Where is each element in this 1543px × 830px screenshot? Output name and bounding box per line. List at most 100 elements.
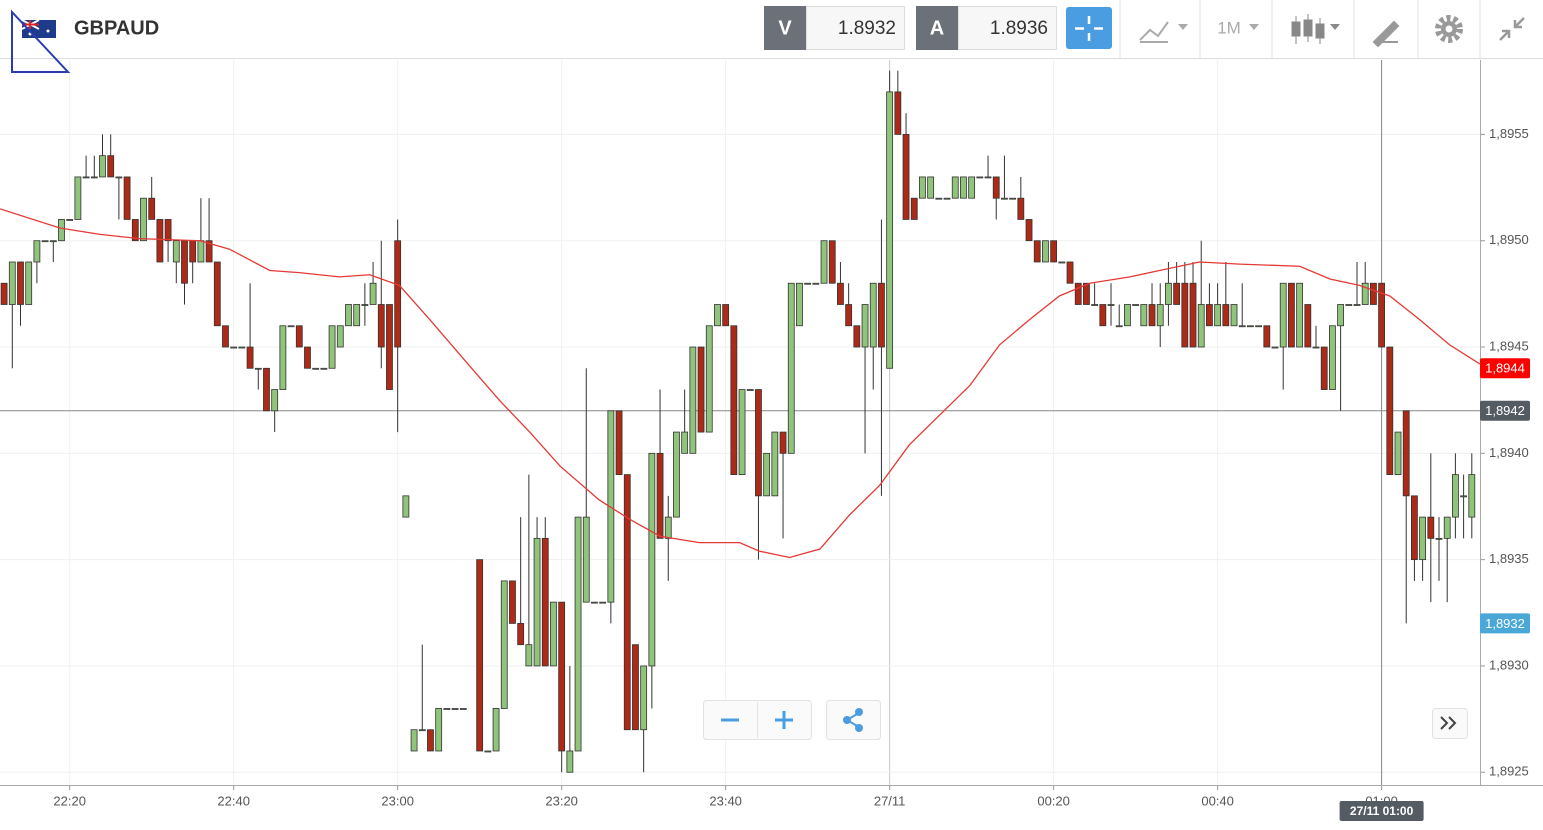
candle-body — [1386, 346, 1394, 475]
candle-body — [689, 346, 697, 454]
candle-body — [681, 431, 689, 454]
candle-body — [328, 325, 336, 369]
candle-body — [550, 601, 557, 667]
x-tick-label: 23:20 — [545, 793, 578, 808]
x-tick-label: 22:40 — [217, 793, 250, 808]
candle-body — [796, 282, 803, 327]
collapse-button[interactable] — [1499, 17, 1525, 41]
price-label-box — [1480, 613, 1530, 634]
y-tick-label: 1,8955 — [1489, 126, 1529, 141]
candle-body — [66, 219, 74, 221]
candle-body — [1099, 304, 1107, 327]
candle-body — [140, 197, 147, 242]
candle-body — [1361, 282, 1369, 305]
candle-body — [1460, 495, 1468, 498]
candle-body — [902, 134, 910, 220]
candle-body — [1271, 346, 1279, 349]
crosshair-icon — [1075, 16, 1103, 41]
candle-body — [1189, 282, 1197, 348]
candle-body — [1427, 516, 1435, 539]
candle-body — [1066, 261, 1074, 284]
bid-label: V — [778, 17, 792, 39]
candle-body — [295, 325, 303, 348]
settings-button[interactable] — [1435, 15, 1463, 43]
candle-body — [222, 325, 229, 348]
candle-body — [1074, 282, 1082, 305]
candle-body — [1140, 304, 1148, 327]
candle-body — [131, 219, 139, 242]
candle-body — [812, 282, 820, 285]
candle-body — [115, 176, 123, 179]
candle-body — [476, 559, 484, 752]
candle-body — [574, 516, 582, 752]
zoom-in[interactable] — [775, 711, 793, 729]
candle-body — [74, 176, 82, 220]
x-tick-label: 27/11 — [874, 793, 906, 808]
candle-body — [615, 410, 623, 475]
y-tick-label: 1,8950 — [1489, 232, 1529, 247]
crosshair-y-label: 1,8942 — [1485, 403, 1525, 418]
candle-body — [820, 240, 828, 284]
candle-body — [591, 601, 598, 604]
candle-body — [541, 537, 549, 667]
candle-body — [427, 729, 434, 752]
candle-body — [746, 389, 754, 391]
candle-body — [1370, 282, 1377, 305]
ask-box[interactable] — [958, 6, 1057, 50]
timeframe[interactable]: 1M — [1217, 18, 1241, 37]
crosshair-button[interactable] — [1066, 7, 1112, 49]
header: GBPAUD V 1.8932 A 1.8936 1M — [0, 0, 1543, 73]
candle-body — [1058, 261, 1066, 264]
candle-body — [894, 91, 902, 135]
candle-body — [738, 389, 746, 475]
candle-body — [1296, 282, 1304, 348]
candle-body — [123, 176, 131, 220]
candle-body — [41, 240, 49, 243]
x-tick-label: 00:20 — [1037, 793, 1070, 808]
candle-body — [1115, 325, 1123, 328]
candle-body — [910, 197, 918, 220]
candle-body — [828, 240, 836, 284]
candle-body — [402, 495, 410, 518]
candle-body — [25, 261, 33, 305]
bid-value: 1.8932 — [838, 18, 896, 39]
scroll-end-box[interactable] — [1432, 708, 1468, 739]
crosshair-x-label: 27/11 01:00 — [1350, 804, 1414, 818]
candle-body — [336, 325, 344, 348]
candle-body — [1247, 325, 1254, 328]
candle-body — [1312, 346, 1320, 349]
candle-type-button[interactable] — [1291, 14, 1340, 44]
candle-body — [320, 367, 328, 370]
candle-body — [377, 304, 385, 348]
candle-body — [632, 644, 639, 731]
chart-type-button[interactable] — [1139, 21, 1188, 43]
crosshair-x-label-box — [1339, 801, 1424, 821]
candle-body — [279, 325, 287, 390]
candle-body — [17, 261, 24, 305]
price-label: 1,8944 — [1485, 361, 1525, 376]
candle-body — [254, 367, 262, 370]
price-label-box — [1480, 358, 1530, 379]
candle-body — [804, 282, 812, 285]
candle-body — [1263, 325, 1271, 348]
candle-body — [1181, 282, 1189, 348]
ask-label: A — [930, 17, 944, 39]
candle-body — [500, 580, 508, 709]
bid-box[interactable] — [806, 6, 905, 50]
candle-body — [197, 240, 205, 263]
candle-body — [779, 431, 787, 454]
candle-body — [517, 623, 525, 646]
candle-body — [509, 580, 516, 624]
y-tick-label: 1,8945 — [1489, 338, 1529, 353]
price-label: 1,8932 — [1485, 616, 1525, 631]
candle-body — [607, 410, 615, 603]
candle-body — [1288, 282, 1295, 348]
candle-body — [1443, 516, 1451, 539]
draw-button[interactable] — [1372, 20, 1400, 48]
candle-body — [361, 304, 369, 306]
candle-body — [919, 176, 926, 199]
zoom-controls — [703, 700, 1468, 740]
bid-label-box — [764, 6, 806, 50]
candle-body — [1025, 219, 1033, 242]
share-button[interactable] — [843, 708, 863, 732]
